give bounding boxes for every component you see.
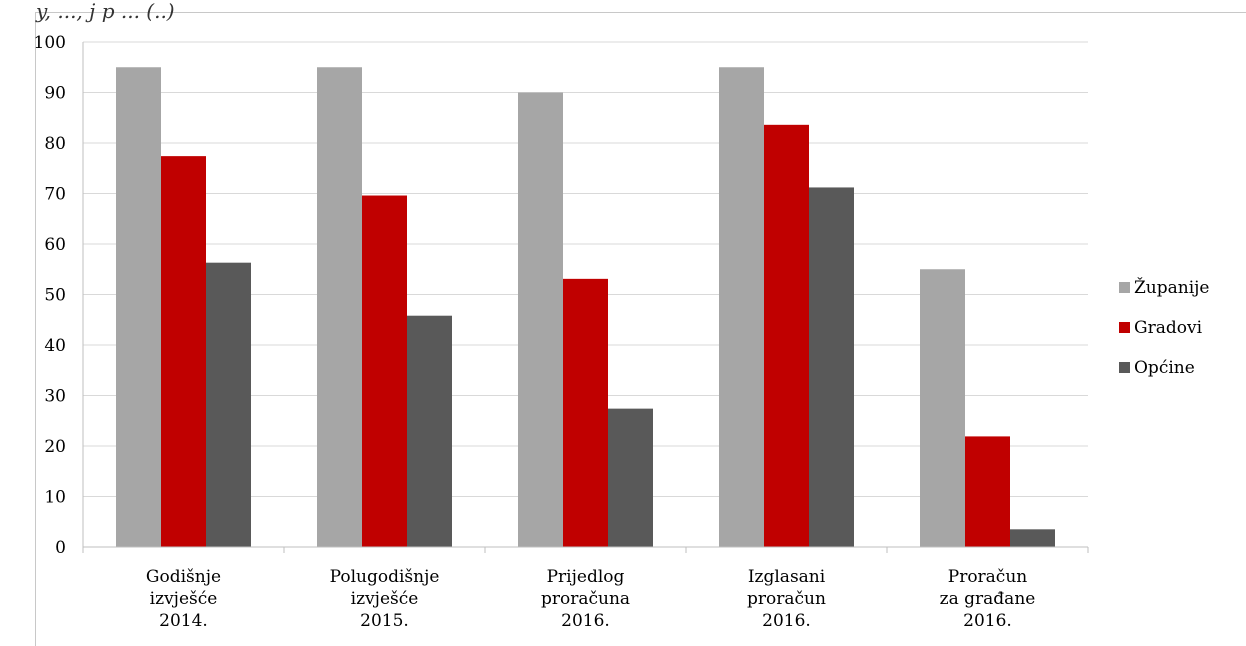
y-tick-label: 30 <box>44 387 66 407</box>
bar-opcine <box>1010 529 1055 547</box>
bar-gradovi <box>362 195 407 547</box>
legend-item-zupanije: Županije <box>1119 276 1210 299</box>
y-tick-label: 50 <box>44 286 66 306</box>
bar-zupanije <box>116 67 161 547</box>
legend-item-opcine: Općine <box>1119 356 1210 379</box>
y-tick-label: 10 <box>44 488 66 508</box>
legend-item-gradovi: Gradovi <box>1119 316 1210 339</box>
bar-zupanije <box>719 67 764 547</box>
y-tick-label: 80 <box>44 134 66 154</box>
legend-swatch-opcine <box>1119 362 1130 373</box>
legend-swatch-gradovi <box>1119 322 1130 333</box>
legend-swatch-zupanije <box>1119 282 1130 293</box>
y-tick-label: 20 <box>44 437 66 457</box>
x-tick-label: Izglasani proračun 2016. <box>747 567 826 631</box>
axes <box>82 42 1089 553</box>
y-tick-label: 40 <box>44 336 66 356</box>
bar-gradovi <box>965 436 1010 547</box>
x-tick-label: Prijedlog proračuna 2016. <box>541 567 630 631</box>
bars <box>116 67 1055 547</box>
legend-label-gradovi: Gradovi <box>1134 317 1202 338</box>
y-tick-label: 70 <box>44 185 66 205</box>
y-tick-label: 0 <box>55 538 66 558</box>
bar-gradovi <box>764 124 809 547</box>
bar-zupanije <box>317 67 362 547</box>
bar-gradovi <box>563 278 608 547</box>
y-tick-labels: 0 10 20 30 40 50 60 70 80 90 100 <box>34 33 66 558</box>
x-tick-label: Polugodišnje izvješće 2015. <box>330 567 440 631</box>
bar-opcine <box>608 408 653 547</box>
bar-opcine <box>809 187 854 547</box>
bar-opcine <box>407 315 452 547</box>
x-tick-label: Godišnje izvješće 2014. <box>146 567 221 631</box>
bar-gradovi <box>161 156 206 547</box>
bar-zupanije <box>920 269 965 547</box>
legend-label-opcine: Općine <box>1134 357 1195 378</box>
y-tick-label: 100 <box>34 33 66 53</box>
y-tick-label: 90 <box>44 84 66 104</box>
x-tick-label: Proračun za građane 2016. <box>940 567 1036 631</box>
clipped-chart-title: y, ..., j p ... (..) <box>36 0 175 23</box>
legend: Županije Gradovi Općine <box>1119 276 1210 396</box>
legend-label-zupanije: Županije <box>1134 277 1210 298</box>
bar-opcine <box>206 262 251 547</box>
chart-frame: y, ..., j p ... (..) <box>35 0 1246 646</box>
x-tick-labels: Godišnje izvješće 2014. Polugodišnje izvješć… <box>146 567 1035 631</box>
bar-zupanije <box>518 92 563 547</box>
y-tick-label: 60 <box>44 235 66 255</box>
